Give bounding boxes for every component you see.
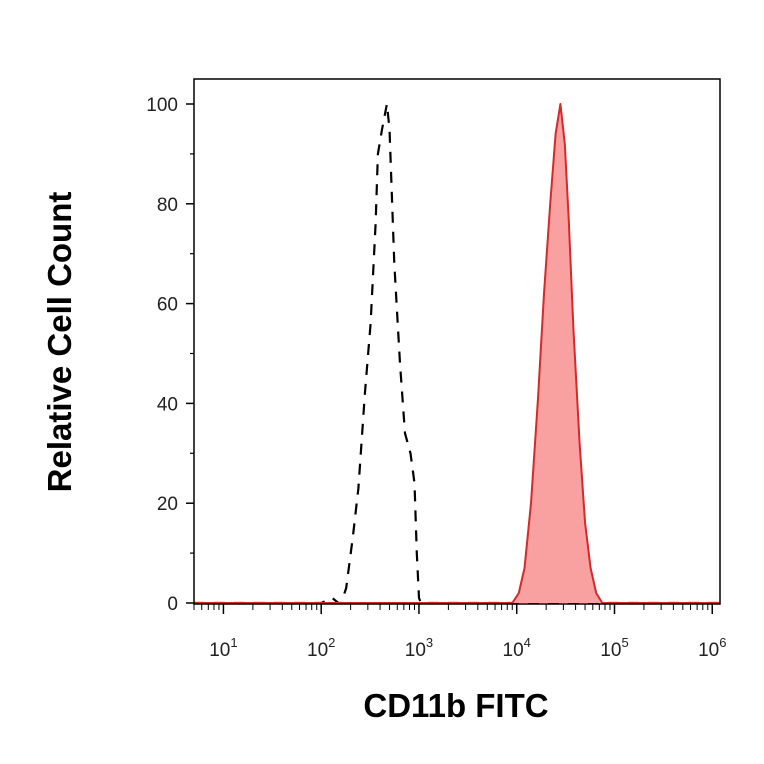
x-tick-label: 103: [405, 635, 433, 661]
y-tick-label: 60: [157, 295, 178, 316]
y-tick-label: 100: [146, 95, 178, 116]
y-tick-label: 80: [157, 195, 178, 216]
plot-frame: [193, 78, 721, 605]
series-2-fill: [194, 104, 720, 603]
x-tick-label: 101: [209, 635, 237, 661]
y-tick-label: 20: [157, 494, 178, 515]
y-axis: 0 20 40 60 80 100: [146, 95, 194, 615]
y-tick-label: 0: [167, 594, 178, 615]
x-tick-label: 105: [600, 635, 628, 661]
x-axis-title: CD11b FITC: [363, 687, 548, 724]
series-1-line: [194, 102, 720, 605]
x-tick-label: 106: [698, 635, 726, 661]
series-2-line: [194, 103, 720, 604]
x-axis: 101 102 103 104 105 106: [193, 604, 726, 661]
x-tick-label: 102: [307, 635, 335, 661]
plot-area: [194, 102, 720, 605]
y-axis-title: Relative Cell Count: [41, 192, 78, 493]
y-tick-label: 40: [157, 394, 178, 415]
x-tick-label: 104: [503, 635, 531, 661]
